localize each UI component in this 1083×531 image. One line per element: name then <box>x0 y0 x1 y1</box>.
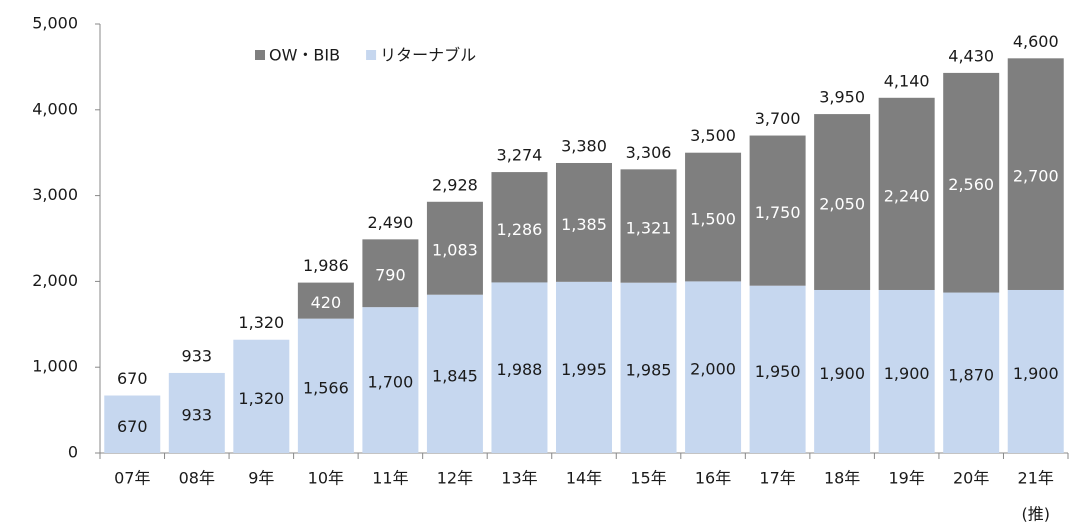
value-label: 790 <box>375 266 406 285</box>
bar-segment <box>491 172 548 283</box>
bar-segment <box>620 169 677 283</box>
y-tick-label: 4,000 <box>32 99 78 118</box>
bar-segment <box>491 282 548 453</box>
total-label: 1,320 <box>238 313 284 332</box>
bar-segment <box>620 282 677 453</box>
value-label: 1,700 <box>367 373 413 392</box>
value-label: 2,240 <box>884 186 930 205</box>
total-label: 2,490 <box>367 213 413 232</box>
x-tick-label: 19年 <box>888 469 924 488</box>
total-label: 4,600 <box>1013 32 1059 51</box>
x-tick-label: 18年 <box>824 469 860 488</box>
value-label: 1,083 <box>432 241 478 260</box>
value-label: 1,750 <box>755 203 801 222</box>
bar-segment <box>878 289 935 453</box>
x-tick-label: 17年 <box>759 469 795 488</box>
bar-segment <box>556 281 612 453</box>
y-tick-label: 3,000 <box>32 185 78 204</box>
bar-segment <box>878 97 935 290</box>
x-tick-label: 11年 <box>372 469 408 488</box>
bar-segment <box>943 292 1000 453</box>
value-label: 1,845 <box>432 366 478 385</box>
x-tick-label: 12年 <box>437 469 473 488</box>
x-tick-label: 21年 <box>1018 469 1054 488</box>
bar-segment <box>362 307 419 453</box>
value-label: 1,995 <box>561 360 607 379</box>
value-label: 1,985 <box>626 360 672 379</box>
value-label: 670 <box>117 417 148 436</box>
bar-segment <box>685 281 742 453</box>
bar-segment <box>943 72 1000 293</box>
value-label: 420 <box>311 293 342 312</box>
bar-segment <box>233 339 290 453</box>
total-label: 3,306 <box>626 143 672 162</box>
bar-segment <box>556 162 612 282</box>
total-label: 3,950 <box>819 88 865 107</box>
value-label: 1,950 <box>755 362 801 381</box>
x-tick-label: 08年 <box>179 469 215 488</box>
total-label: 670 <box>117 369 148 388</box>
total-label: 3,274 <box>497 146 543 165</box>
bar-segment <box>297 282 354 319</box>
value-label: 1,900 <box>1013 364 1059 383</box>
bar-segment <box>426 294 483 453</box>
bar-segment <box>297 318 354 453</box>
bar-segment <box>362 239 419 308</box>
bar-segment <box>1007 58 1064 290</box>
total-label: 3,700 <box>755 109 801 128</box>
value-label: 2,700 <box>1013 167 1059 186</box>
value-label: 2,050 <box>819 195 865 214</box>
value-label: 1,566 <box>303 378 349 397</box>
x-tick-label: 9年 <box>248 469 274 488</box>
bar-segment <box>749 285 806 453</box>
value-label: 1,320 <box>238 389 284 408</box>
value-label: 1,321 <box>626 219 672 238</box>
y-tick-label: 0 <box>68 443 78 462</box>
value-label: 1,900 <box>819 364 865 383</box>
total-label: 4,140 <box>884 71 930 90</box>
total-label: 933 <box>182 346 213 365</box>
x-tick-label: 14年 <box>566 469 602 488</box>
bar-segment <box>168 372 225 453</box>
value-label: 1,900 <box>884 364 930 383</box>
bar-segment <box>685 152 742 282</box>
x-tick-label: 10年 <box>308 469 344 488</box>
value-label: 1,988 <box>497 360 543 379</box>
legend-swatch <box>366 50 377 60</box>
value-label: 933 <box>182 405 213 424</box>
legend-label: OW・BIB <box>269 46 340 65</box>
x-tick-label: 07年 <box>114 469 150 488</box>
total-label: 4,430 <box>948 46 994 65</box>
value-label: 1,500 <box>690 210 736 229</box>
value-label: 2,560 <box>948 175 994 194</box>
bar-segment <box>104 395 161 453</box>
x-tick-label: 20年 <box>953 469 989 488</box>
y-tick-label: 2,000 <box>32 271 78 290</box>
value-label: 1,385 <box>561 215 607 234</box>
total-label: 2,928 <box>432 175 478 194</box>
x-tick-label: 13年 <box>501 469 537 488</box>
total-label: 3,500 <box>690 126 736 145</box>
value-label: 1,286 <box>497 220 543 239</box>
y-tick-label: 5,000 <box>32 14 78 33</box>
value-label: 1,870 <box>948 365 994 384</box>
legend-label: リターナブル <box>380 46 476 65</box>
y-tick-label: 1,000 <box>32 357 78 376</box>
x-tick-label: 16年 <box>695 469 731 488</box>
value-label: 2,000 <box>690 360 736 379</box>
bar-segment <box>1007 289 1064 453</box>
total-label: 3,380 <box>561 136 607 155</box>
bar-segment <box>814 114 871 290</box>
bar-segment <box>814 289 871 453</box>
total-label: 1,986 <box>303 256 349 275</box>
legend-swatch <box>255 50 265 60</box>
x-tick-label: 15年 <box>630 469 666 488</box>
bar-segment <box>426 201 483 295</box>
category-note: (推) <box>1021 505 1050 524</box>
bar-segment <box>749 135 806 286</box>
